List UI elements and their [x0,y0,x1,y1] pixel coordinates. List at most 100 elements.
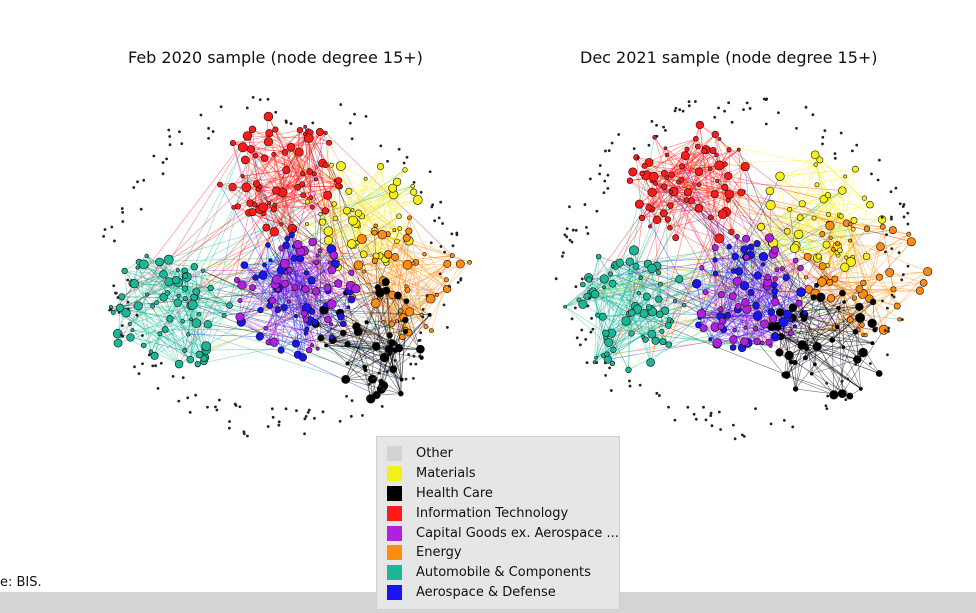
network-edge [325,132,453,256]
network-edge [769,164,816,192]
network-node [311,121,315,125]
network-node [377,163,384,170]
network-node [800,315,808,322]
network-node [293,240,303,250]
network-node [732,276,742,286]
network-node [455,231,459,235]
network-node [164,277,174,287]
network-edge [646,209,790,297]
network-node [775,308,785,317]
network-node [919,279,928,287]
network-node [606,186,610,190]
network-edge [717,180,844,348]
network-node [374,376,378,380]
network-edge [313,174,317,263]
network-node [795,126,798,130]
network-node [116,296,120,299]
network-node [240,261,249,269]
network-node [634,199,644,209]
network-node [241,182,252,193]
network-node [580,328,584,332]
network-node [603,361,607,365]
network-node [583,203,587,206]
network-edge [784,374,834,396]
network-node [717,322,725,330]
network-edge [815,164,853,258]
network-edge [639,203,671,206]
network-node [664,129,667,132]
network-node [346,305,351,310]
network-node [687,100,691,104]
network-node [782,274,790,281]
network-edge [593,290,653,312]
network-edge [281,130,301,225]
network-edge [721,294,746,328]
network-node [229,140,236,147]
network-edge [804,318,875,331]
network-node [291,284,299,291]
network-node [740,337,749,346]
network-node [113,338,123,348]
network-node [311,287,321,296]
network-node [764,274,772,281]
network-node [647,263,657,274]
network-edge [310,132,339,186]
network-node [814,182,820,188]
network-node [632,304,643,314]
network-edge [733,249,745,272]
network-edge [352,169,406,211]
network-node [638,214,646,222]
network-edge [340,165,358,243]
network-edge [786,209,791,232]
network-node [880,215,884,219]
network-node [855,143,859,147]
network-node [795,299,803,307]
network-edge [838,288,860,309]
network-node [647,187,657,197]
network-node [588,296,592,300]
network-edge [834,241,912,328]
network-node [782,309,793,319]
network-node [731,252,739,261]
network-edge [137,305,191,360]
network-edge [124,270,197,298]
network-node [768,343,773,348]
network-node [617,133,621,136]
network-node [655,295,663,303]
network-node [754,407,757,411]
network-node [779,266,786,272]
network-edge [184,186,341,272]
network-node [423,324,429,330]
network-edge [644,150,714,167]
network-node [326,299,337,309]
network-edge [789,209,805,319]
network-node [815,253,822,260]
network-edge [239,316,377,347]
network-node [377,371,381,375]
network-node [339,320,347,328]
network-node [402,161,406,165]
network-node [682,302,687,308]
network-node [283,270,289,275]
network-node [727,101,731,105]
network-node [203,320,212,329]
network-node [574,228,578,232]
network-node [237,280,247,290]
network-node [126,278,130,282]
network-node [171,375,175,378]
legend-item-materials: Materials [377,464,619,484]
network-node [817,295,824,302]
network-node [798,200,806,208]
network-edge [635,219,658,267]
network-node [271,151,277,157]
network-graph-feb-2020 [102,95,472,438]
network-node [742,234,751,243]
network-node [758,252,769,262]
network-node [130,328,135,333]
network-node [571,228,575,232]
network-edge [232,141,269,144]
network-node [392,347,399,354]
network-edge [655,249,834,342]
network-node [252,202,258,208]
network-node [258,98,262,102]
